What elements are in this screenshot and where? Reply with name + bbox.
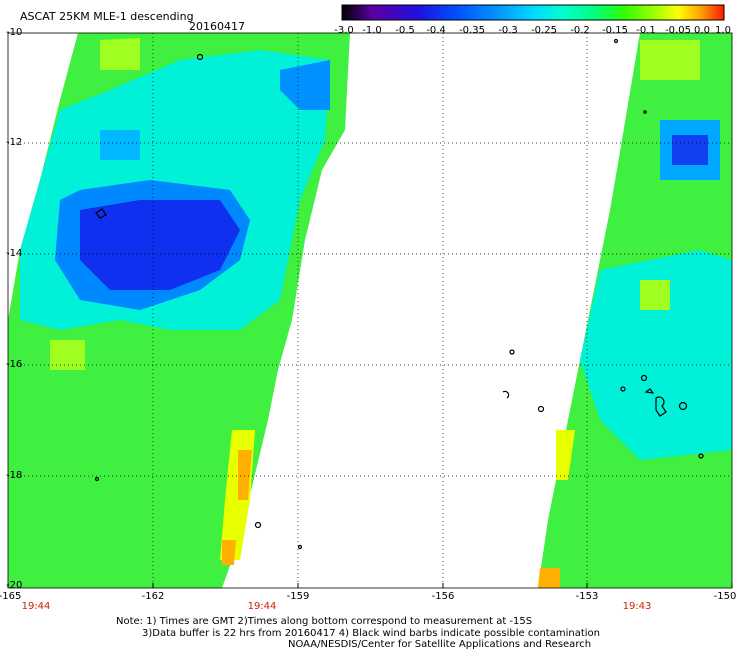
footer-note-line2: 3)Data buffer is 22 hrs from 20160417 4)…	[142, 628, 600, 639]
pass-time: 19:44	[247, 601, 277, 612]
colorbar	[341, 4, 725, 21]
lon-label: -165	[0, 591, 22, 602]
lat-label: -14	[6, 248, 23, 259]
footer-credit: NOAA/NESDIS/Center for Satellite Applica…	[288, 639, 592, 650]
lat-label: -12	[6, 137, 23, 148]
colorbar-tick: -0.05	[665, 25, 691, 36]
colorbar-tick: -0.25	[531, 25, 557, 36]
axis-ticks	[7, 583, 733, 588]
colorbar-tick: -0.5	[395, 25, 415, 36]
colorbar-tick: -0.1	[636, 25, 656, 36]
colorbar-tick: -0.3	[498, 25, 518, 36]
colorbar-tick: -1.0	[362, 25, 382, 36]
pass-time: 19:44	[21, 601, 51, 612]
colorbar-tick: -0.4	[426, 25, 446, 36]
right-swath	[538, 33, 732, 588]
colorbar-tick: -3.0	[334, 25, 354, 36]
lat-label: -18	[6, 470, 23, 481]
colorbar-tick: -0.15	[602, 25, 628, 36]
lat-label: -20	[6, 580, 23, 591]
lat-label: -16	[6, 359, 23, 370]
footer-note-line1: Note: 1) Times are GMT 2)Times along bot…	[116, 616, 533, 627]
lat-lon-grid	[8, 33, 732, 588]
colorbar-tick: 1.0	[715, 25, 731, 36]
plot-frame	[7, 32, 733, 589]
colorbar-tick: -0.35	[459, 25, 485, 36]
lon-label: -150	[713, 591, 737, 602]
map-date: 20160417	[189, 20, 245, 33]
colorbar-tick: 0.0	[694, 25, 710, 36]
colorbar-tick: -0.2	[570, 25, 590, 36]
left-swath	[8, 33, 350, 588]
pass-time: 19:43	[622, 601, 652, 612]
lon-label: -162	[141, 591, 165, 602]
lon-label: -156	[431, 591, 455, 602]
map-title: ASCAT 25KM MLE-1 descending	[20, 10, 194, 23]
lon-label: -159	[286, 591, 310, 602]
lon-label: -153	[575, 591, 599, 602]
island-outlines	[94, 38, 704, 550]
lat-label: -10	[6, 27, 23, 38]
